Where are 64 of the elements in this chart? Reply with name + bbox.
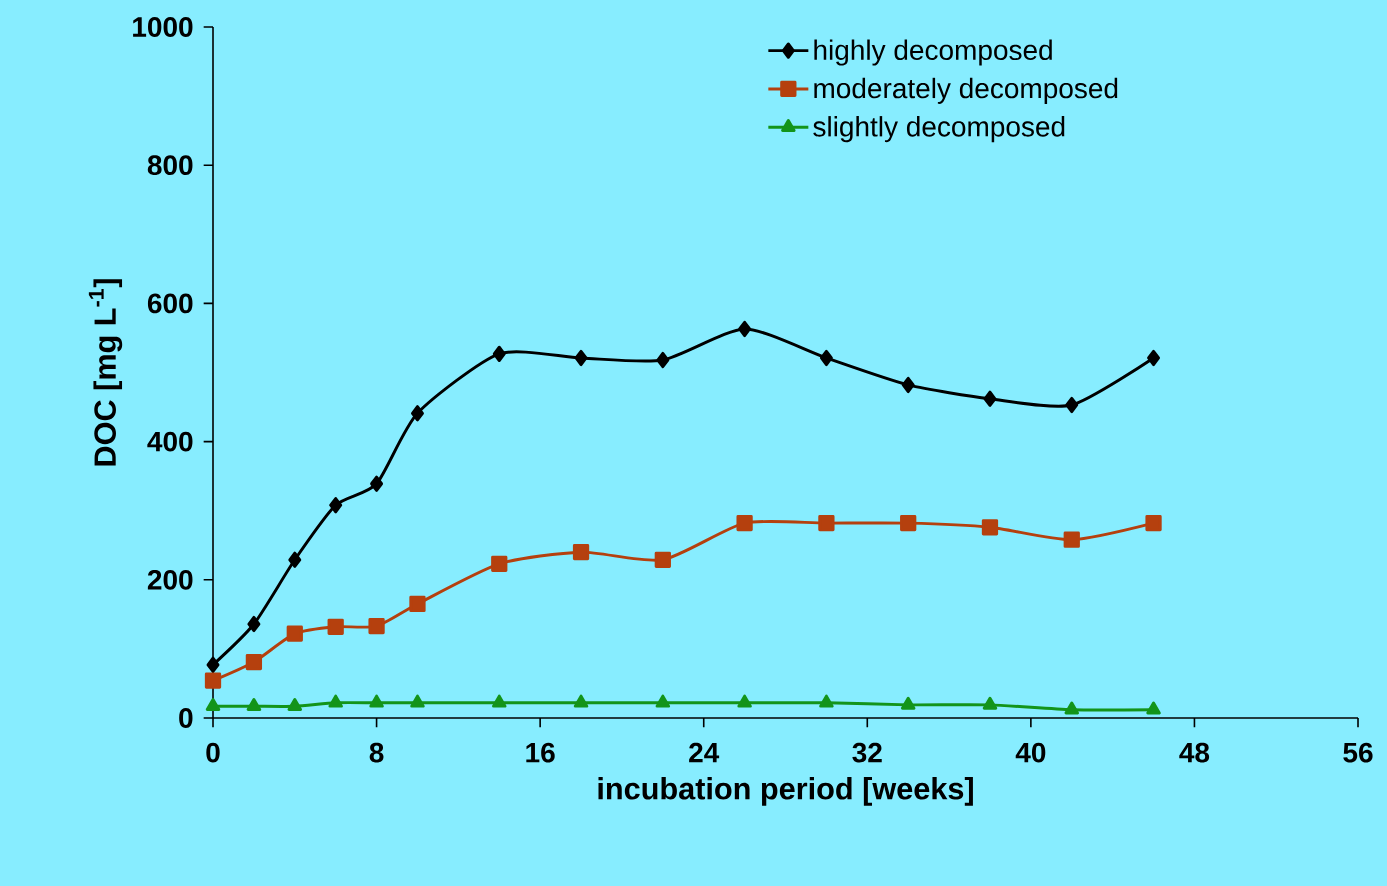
point bbox=[204, 672, 222, 689]
point bbox=[492, 345, 506, 362]
point bbox=[288, 551, 302, 568]
point bbox=[901, 376, 915, 394]
point bbox=[492, 694, 507, 708]
point bbox=[245, 653, 263, 671]
x-tick-label: 16 bbox=[526, 742, 555, 763]
point bbox=[247, 615, 261, 633]
point bbox=[573, 694, 589, 708]
x-tick-label: 56 bbox=[1343, 742, 1373, 763]
y-tick-label: 400 bbox=[147, 431, 193, 452]
legend-label: highly decomposed bbox=[814, 39, 1052, 66]
point bbox=[738, 320, 752, 338]
point bbox=[368, 617, 385, 635]
y-tick-label: 1000 bbox=[133, 17, 193, 37]
x-tick-label: 40 bbox=[1015, 742, 1046, 763]
point bbox=[205, 698, 221, 712]
point bbox=[983, 390, 997, 407]
point bbox=[656, 351, 670, 369]
point bbox=[1145, 515, 1162, 532]
point bbox=[818, 515, 835, 532]
point bbox=[655, 694, 671, 708]
point bbox=[286, 625, 303, 642]
x-tick-label: 24 bbox=[689, 742, 720, 763]
x-tick-label: 0 bbox=[206, 742, 220, 763]
point bbox=[1146, 701, 1161, 715]
point bbox=[327, 618, 344, 635]
point bbox=[819, 349, 833, 367]
x-tick-label: 48 bbox=[1179, 742, 1210, 763]
x-tick-label: 8 bbox=[369, 742, 384, 763]
legend-label: moderately decomposed bbox=[814, 77, 1118, 104]
legend-label: slightly decomposed bbox=[813, 116, 1065, 143]
point bbox=[329, 497, 343, 514]
point bbox=[328, 694, 343, 708]
point bbox=[1147, 349, 1161, 367]
y-tick-label: 200 bbox=[147, 569, 193, 590]
point bbox=[737, 694, 752, 708]
point bbox=[574, 349, 588, 367]
point bbox=[287, 698, 303, 712]
point bbox=[900, 696, 916, 710]
point bbox=[1064, 701, 1079, 715]
y-tick-label: 800 bbox=[147, 155, 193, 176]
point bbox=[982, 696, 998, 710]
point bbox=[654, 551, 671, 568]
point bbox=[246, 698, 262, 712]
y-axis-title: DOC [mg L$^{-1}$] bbox=[88, 279, 123, 466]
x-axis-title: incubation period [weeks] bbox=[598, 777, 973, 806]
point bbox=[370, 475, 384, 492]
point bbox=[572, 544, 590, 561]
point bbox=[1063, 531, 1080, 548]
point bbox=[1065, 396, 1079, 414]
point bbox=[736, 515, 753, 532]
point bbox=[369, 694, 384, 708]
point bbox=[411, 405, 424, 422]
point bbox=[819, 694, 834, 708]
y-tick-label: 600 bbox=[147, 293, 193, 314]
point bbox=[409, 595, 426, 613]
point bbox=[206, 656, 220, 673]
y-tick-label: 0 bbox=[179, 708, 193, 728]
point bbox=[491, 555, 508, 573]
point bbox=[981, 519, 999, 536]
point bbox=[410, 694, 425, 708]
x-tick-label: 32 bbox=[852, 742, 882, 763]
point bbox=[900, 515, 917, 532]
